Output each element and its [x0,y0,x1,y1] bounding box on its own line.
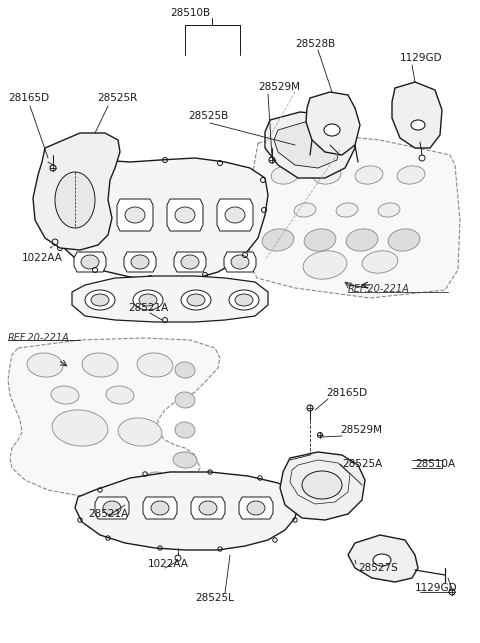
Ellipse shape [225,207,245,223]
Ellipse shape [133,290,163,310]
Polygon shape [306,92,360,155]
Text: 1129GD: 1129GD [415,583,457,593]
Ellipse shape [75,207,95,223]
Polygon shape [265,112,355,178]
Ellipse shape [355,166,383,184]
Ellipse shape [91,294,109,306]
Ellipse shape [27,353,63,377]
Polygon shape [8,338,220,498]
Ellipse shape [304,229,336,251]
Ellipse shape [271,166,299,184]
Polygon shape [74,252,106,272]
Polygon shape [274,122,340,168]
Text: 28510B: 28510B [170,8,210,18]
Polygon shape [348,535,418,582]
Ellipse shape [137,353,173,377]
Ellipse shape [262,229,294,251]
Polygon shape [248,133,460,298]
Ellipse shape [175,362,195,378]
Ellipse shape [303,251,347,279]
Polygon shape [143,497,177,519]
Ellipse shape [82,353,118,377]
Text: 28525B: 28525B [188,111,228,121]
Polygon shape [72,276,268,322]
Polygon shape [95,497,129,519]
Ellipse shape [378,203,400,217]
Ellipse shape [313,166,341,184]
Polygon shape [191,497,225,519]
Polygon shape [167,199,203,231]
Text: REF.20-221A: REF.20-221A [348,284,410,294]
Ellipse shape [106,386,134,404]
Ellipse shape [181,255,199,269]
Text: 28525A: 28525A [342,459,382,469]
Polygon shape [48,158,268,280]
Ellipse shape [235,294,253,306]
Text: 28521A: 28521A [128,303,168,313]
Ellipse shape [51,386,79,404]
Polygon shape [174,252,206,272]
Polygon shape [217,199,253,231]
Ellipse shape [139,294,157,306]
Ellipse shape [175,207,195,223]
Ellipse shape [411,120,425,130]
Text: REF.20-221A: REF.20-221A [8,333,70,343]
Ellipse shape [199,501,217,515]
Ellipse shape [145,472,165,484]
Ellipse shape [85,290,115,310]
Ellipse shape [231,255,249,269]
Ellipse shape [199,472,219,484]
Ellipse shape [346,229,378,251]
Ellipse shape [52,410,108,446]
Ellipse shape [175,422,195,438]
Polygon shape [280,452,365,520]
Ellipse shape [336,203,358,217]
Text: 1129GD: 1129GD [400,53,443,63]
Ellipse shape [173,452,197,468]
Ellipse shape [187,294,205,306]
Text: 28529M: 28529M [340,425,382,435]
Text: 28527S: 28527S [358,563,398,573]
Ellipse shape [103,501,121,515]
Polygon shape [75,472,298,550]
Text: 28165D: 28165D [8,93,49,103]
Ellipse shape [118,418,162,446]
Ellipse shape [324,124,340,136]
Ellipse shape [294,203,316,217]
Polygon shape [67,199,103,231]
Text: 28510A: 28510A [415,459,455,469]
Ellipse shape [163,472,183,484]
Ellipse shape [181,290,211,310]
Polygon shape [224,252,256,272]
Text: 28529M: 28529M [258,82,300,92]
Text: 28525R: 28525R [97,93,137,103]
Ellipse shape [247,501,265,515]
Ellipse shape [175,392,195,408]
Ellipse shape [373,554,391,566]
Polygon shape [239,497,273,519]
Polygon shape [33,133,120,250]
Polygon shape [124,252,156,272]
Ellipse shape [388,229,420,251]
Ellipse shape [81,255,99,269]
Polygon shape [117,199,153,231]
Text: 28165D: 28165D [326,388,367,398]
Text: 28521A: 28521A [88,509,128,519]
Text: 1022AA: 1022AA [22,253,63,263]
Text: 28528B: 28528B [295,39,335,49]
Ellipse shape [302,471,342,499]
Ellipse shape [362,251,398,273]
Text: 28525L: 28525L [195,593,234,603]
Ellipse shape [55,172,95,228]
Ellipse shape [229,290,259,310]
Ellipse shape [181,472,201,484]
Text: 1022AA: 1022AA [148,559,189,569]
Ellipse shape [397,166,425,184]
Ellipse shape [131,255,149,269]
Polygon shape [392,82,442,148]
Ellipse shape [125,207,145,223]
Ellipse shape [151,501,169,515]
